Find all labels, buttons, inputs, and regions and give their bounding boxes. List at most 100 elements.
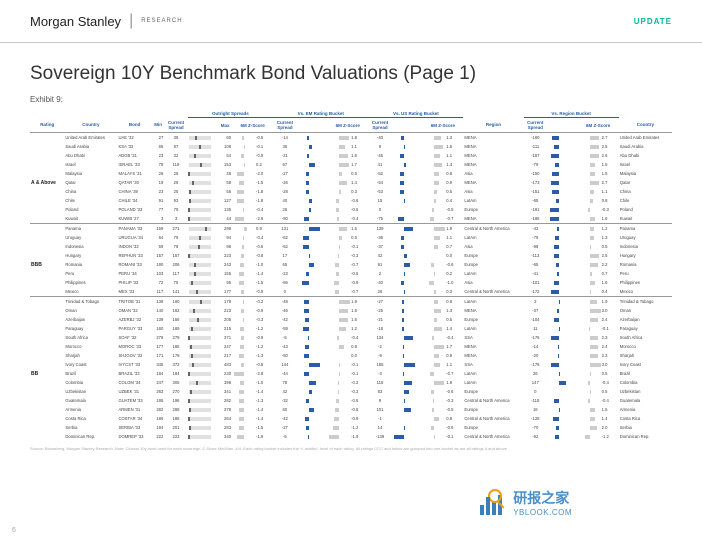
country-cell: Abu Dhabi bbox=[64, 151, 117, 160]
region-cell: Asia bbox=[463, 187, 523, 196]
group-header: Vs. EM Rating Bucket bbox=[273, 109, 368, 118]
col-header bbox=[188, 118, 219, 133]
country-cell: Guatemala bbox=[64, 396, 117, 405]
country-cell: Trinidad & Tobago bbox=[64, 297, 117, 307]
country-cell-2: Uzbekistan bbox=[619, 387, 672, 396]
country-cell-2: Ivory Coast bbox=[619, 360, 672, 369]
country-cell: Malaysia bbox=[64, 169, 117, 178]
country-cell-2: Qatar bbox=[619, 178, 672, 187]
bond-cell: QATAR '30 bbox=[117, 178, 151, 187]
logo-text-en: YBLOOK.COM bbox=[513, 508, 572, 517]
table-row: ChileCHILE '349193127-1.840-0.6150.4LatA… bbox=[30, 196, 672, 205]
col-header: Bond bbox=[117, 118, 151, 133]
country-cell: South Africa bbox=[64, 333, 117, 342]
bond-cell: PANAMA '33 bbox=[117, 224, 151, 234]
region-cell: Europe bbox=[463, 260, 523, 269]
logo-text-cn: 研报之家 bbox=[513, 488, 572, 508]
table-row: IndonesiaINDON '33597898-0.6-62-0.1-370.… bbox=[30, 242, 672, 251]
bond-cell: KSA '33 bbox=[117, 142, 151, 151]
country-cell: Philippines bbox=[64, 278, 117, 287]
region-cell: Asia bbox=[463, 242, 523, 251]
country-cell: United Arab Emirates bbox=[64, 133, 117, 143]
country-cell: Saudi Arabia bbox=[64, 142, 117, 151]
col-header: CurrentSpread bbox=[164, 118, 187, 133]
country-cell: Azerbaijan bbox=[64, 315, 117, 324]
country-cell-2: Guatemala bbox=[619, 396, 672, 405]
col-header: Country bbox=[619, 118, 672, 133]
group-header: Vs. US Rating Bucket bbox=[368, 109, 463, 118]
country-cell: Paraguay bbox=[64, 324, 117, 333]
logo-icon bbox=[480, 491, 508, 515]
country-cell-2: Israel bbox=[619, 160, 672, 169]
rating-cell: A & Above bbox=[30, 178, 64, 187]
exhibit-label: Exhibit 9: bbox=[30, 95, 672, 104]
bond-cell: MOROC '33 bbox=[117, 342, 151, 351]
group-header: Outright Spreads bbox=[188, 109, 274, 118]
region-cell: Asia bbox=[463, 169, 523, 178]
country-cell: Dominican Rep. bbox=[64, 432, 117, 441]
col-header: Max bbox=[218, 118, 232, 133]
bond-cell: COSTAR '34 bbox=[117, 414, 151, 423]
page-number: 6 bbox=[12, 527, 16, 534]
table-row: PeruPERU '34103117155-1.4-23-0.520.2LatA… bbox=[30, 269, 672, 278]
table-row: ChinaCHINA '39232555-1.8-280.3-530.5Asia… bbox=[30, 187, 672, 196]
region-cell: MENA bbox=[463, 178, 523, 187]
table-row: ColombiaCOLOM '34247305396-1.078-0.21181… bbox=[30, 378, 672, 387]
table-row: MalaysiaMALAYS '31262646-2.0-270.5-520.8… bbox=[30, 169, 672, 178]
col-header: 6M Z-Score bbox=[578, 118, 619, 133]
bond-cell: OMAN '32 bbox=[117, 306, 151, 315]
col-header: 6M Z-Score bbox=[422, 118, 463, 133]
bond-cell: PARGUY '33 bbox=[117, 324, 151, 333]
page-title: Sovereign 10Y Benchmark Bond Valuations … bbox=[30, 63, 672, 85]
country-cell-2: Paraguay bbox=[619, 324, 672, 333]
country-cell-2: Chile bbox=[619, 196, 672, 205]
bond-cell: POLAND '33 bbox=[117, 205, 151, 214]
col-header: Region bbox=[463, 118, 523, 133]
bond-cell: COLOM '34 bbox=[117, 378, 151, 387]
region-cell: LatAm bbox=[463, 233, 523, 242]
content: Sovereign 10Y Benchmark Bond Valuations … bbox=[0, 43, 702, 471]
table-row: SerbiaSERBIA '33194201283-1.5-27-1.214-0… bbox=[30, 423, 672, 432]
col-header: 6M Z-Score bbox=[327, 118, 368, 133]
country-cell: Indonesia bbox=[64, 242, 117, 251]
valuations-table: Outright SpreadsVs. EM Rating BucketVs. … bbox=[30, 109, 672, 441]
bond-cell: BRAZIL '33 bbox=[117, 369, 151, 378]
table-row: Trinidad & TobagoTRITOB '31138160178-0.2… bbox=[30, 297, 672, 307]
country-cell: Uzbekistan bbox=[64, 387, 117, 396]
table-row: BBBrazilBRAZIL '33184184230-2.8-44-0.1-3… bbox=[30, 369, 672, 378]
country-cell-2: Trinidad & Tobago bbox=[619, 297, 672, 307]
country-cell-2: Mexico bbox=[619, 287, 672, 297]
region-cell: Europe bbox=[463, 251, 523, 260]
region-cell: Europe bbox=[463, 315, 523, 324]
region-cell: MENA bbox=[463, 142, 523, 151]
table-row: UruguayURUGUA '34647994-0.4-620.5-361.1L… bbox=[30, 233, 672, 242]
col-header: 6M Z-Score bbox=[232, 118, 273, 133]
bond-cell: IVYCST '33 bbox=[117, 360, 151, 369]
bond-cell: CHINA '39 bbox=[117, 187, 151, 196]
bond-cell: UAE '32 bbox=[117, 133, 151, 143]
country-cell-2: United Arab Emirates bbox=[619, 133, 672, 143]
country-cell: Peru bbox=[64, 269, 117, 278]
watermark-logo: 研报之家 YBLOOK.COM bbox=[480, 488, 572, 517]
country-cell-2: Indonesia bbox=[619, 242, 672, 251]
bond-cell: PERU '34 bbox=[117, 269, 151, 278]
update-badge: UPDATE bbox=[634, 17, 672, 26]
region-cell: Asia bbox=[463, 278, 523, 287]
region-cell: LatAm bbox=[463, 269, 523, 278]
country-cell-2: Poland bbox=[619, 205, 672, 214]
country-cell: Romania bbox=[64, 260, 117, 269]
table-row: PolandPOLAND '337779135-0.426-0.50-0.5Eu… bbox=[30, 205, 672, 214]
col-header bbox=[297, 118, 328, 133]
country-cell-2: Armenia bbox=[619, 405, 672, 414]
country-cell: Armenia bbox=[64, 405, 117, 414]
country-cell-2: Saudi Arabia bbox=[619, 142, 672, 151]
country-cell-2: Costa Rica bbox=[619, 414, 672, 423]
region-cell: LatAm bbox=[463, 196, 523, 205]
country-cell-2: Abu Dhabi bbox=[619, 151, 672, 160]
region-cell: Central & North America bbox=[463, 432, 523, 441]
table-wrap: Outright SpreadsVs. EM Rating BucketVs. … bbox=[30, 109, 672, 441]
country-cell: Sharjah bbox=[64, 351, 117, 360]
region-cell: MENA bbox=[463, 133, 523, 143]
country-cell-2: Azerbaijan bbox=[619, 315, 672, 324]
col-header: CurrentSpread bbox=[368, 118, 391, 133]
